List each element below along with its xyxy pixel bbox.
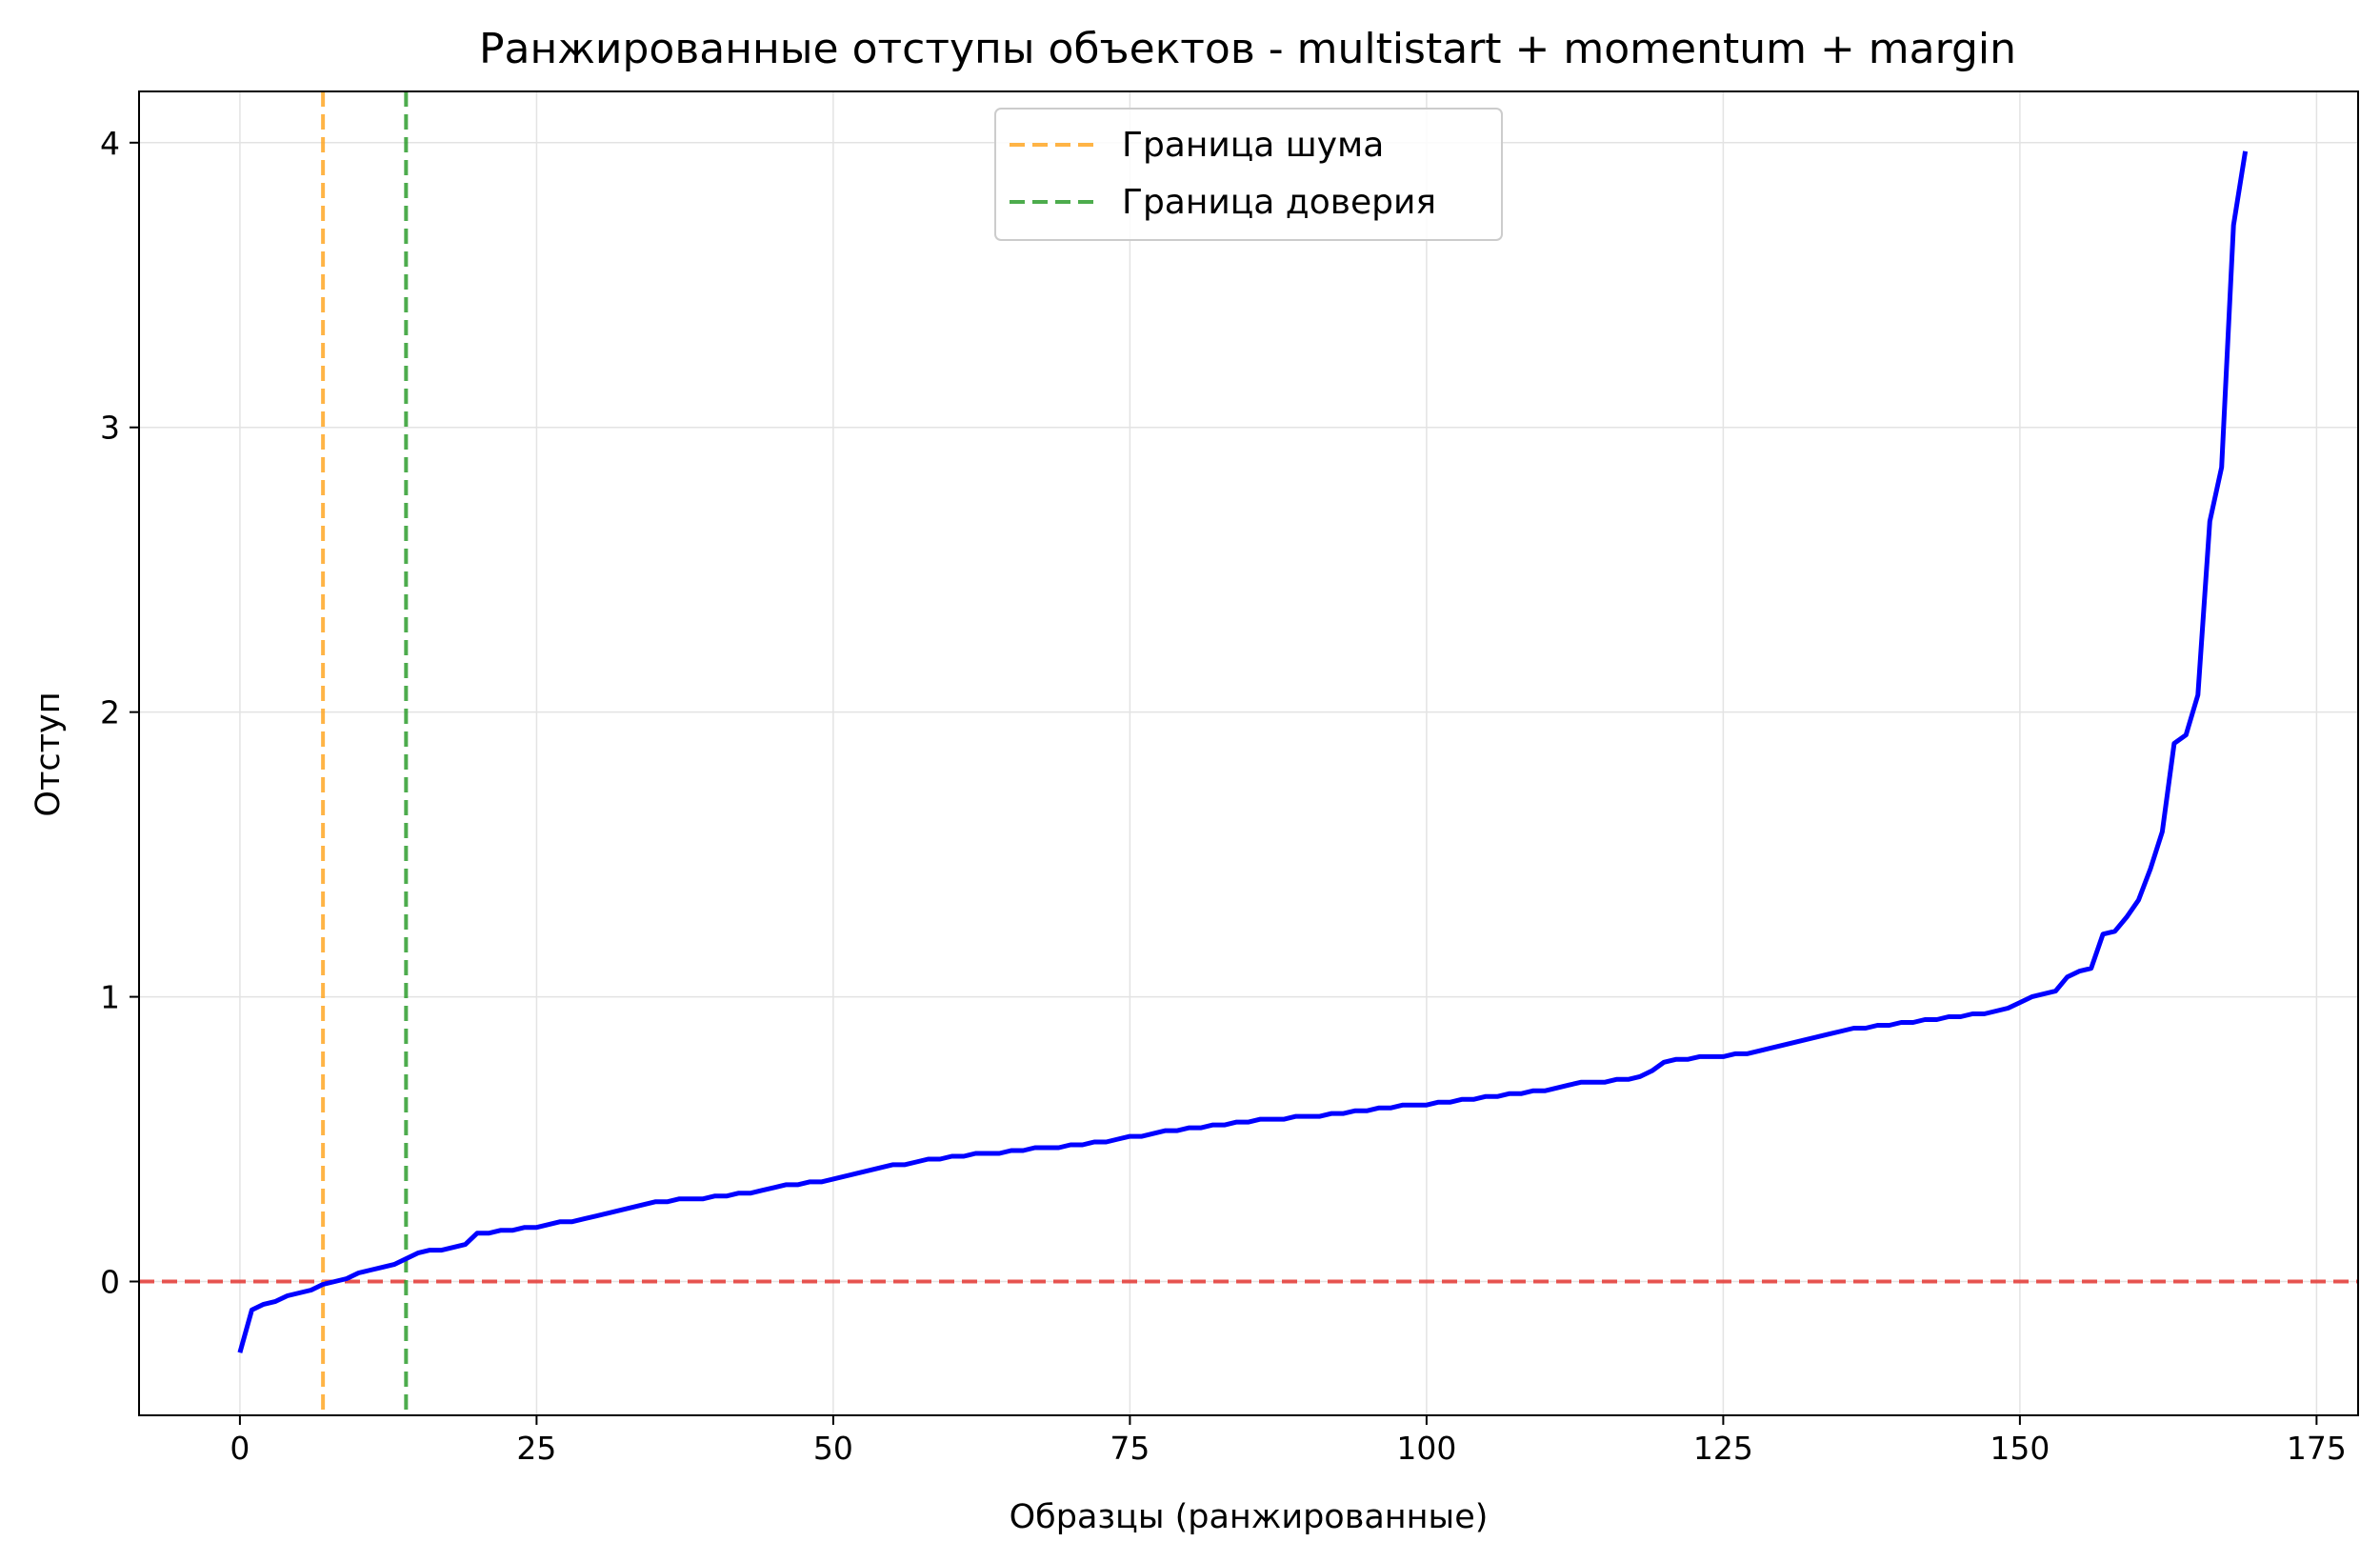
- reference-lines: [139, 91, 2358, 1415]
- y-tick-label: 1: [100, 979, 120, 1016]
- x-tick-label: 0: [230, 1430, 250, 1467]
- x-tick-label: 100: [1396, 1430, 1456, 1467]
- x-tick-label: 175: [2287, 1430, 2347, 1467]
- legend: Граница шума Граница доверия: [994, 108, 1503, 241]
- x-axis-ticks: 0 25 50 75 100 125 150 175: [230, 1415, 2347, 1467]
- y-tick-label: 0: [100, 1264, 120, 1301]
- y-axis-label: Отступ: [30, 691, 68, 816]
- x-axis-label: Образцы (ранжированные): [1010, 1498, 1489, 1536]
- x-tick-label: 50: [813, 1430, 853, 1467]
- plot-area-frame: [138, 90, 2359, 1416]
- y-tick-label: 4: [100, 125, 120, 162]
- x-tick-label: 75: [1110, 1430, 1150, 1467]
- y-tick-label: 2: [100, 694, 120, 731]
- margin-series-line: [237, 150, 2249, 1353]
- series-layer: [237, 150, 2249, 1353]
- x-tick-label: 25: [516, 1430, 556, 1467]
- legend-box: [994, 108, 1503, 241]
- x-tick-label: 150: [1990, 1430, 2050, 1467]
- x-tick-label: 125: [1693, 1430, 1753, 1467]
- legend-label: Граница шума: [1122, 126, 1384, 165]
- y-tick-label: 3: [100, 410, 120, 447]
- y-axis-ticks: 0 1 2 3 4: [100, 125, 139, 1301]
- legend-label: Граница доверия: [1122, 183, 1436, 222]
- chart-title: Ранжированные отступы объектов - multist…: [479, 25, 2016, 73]
